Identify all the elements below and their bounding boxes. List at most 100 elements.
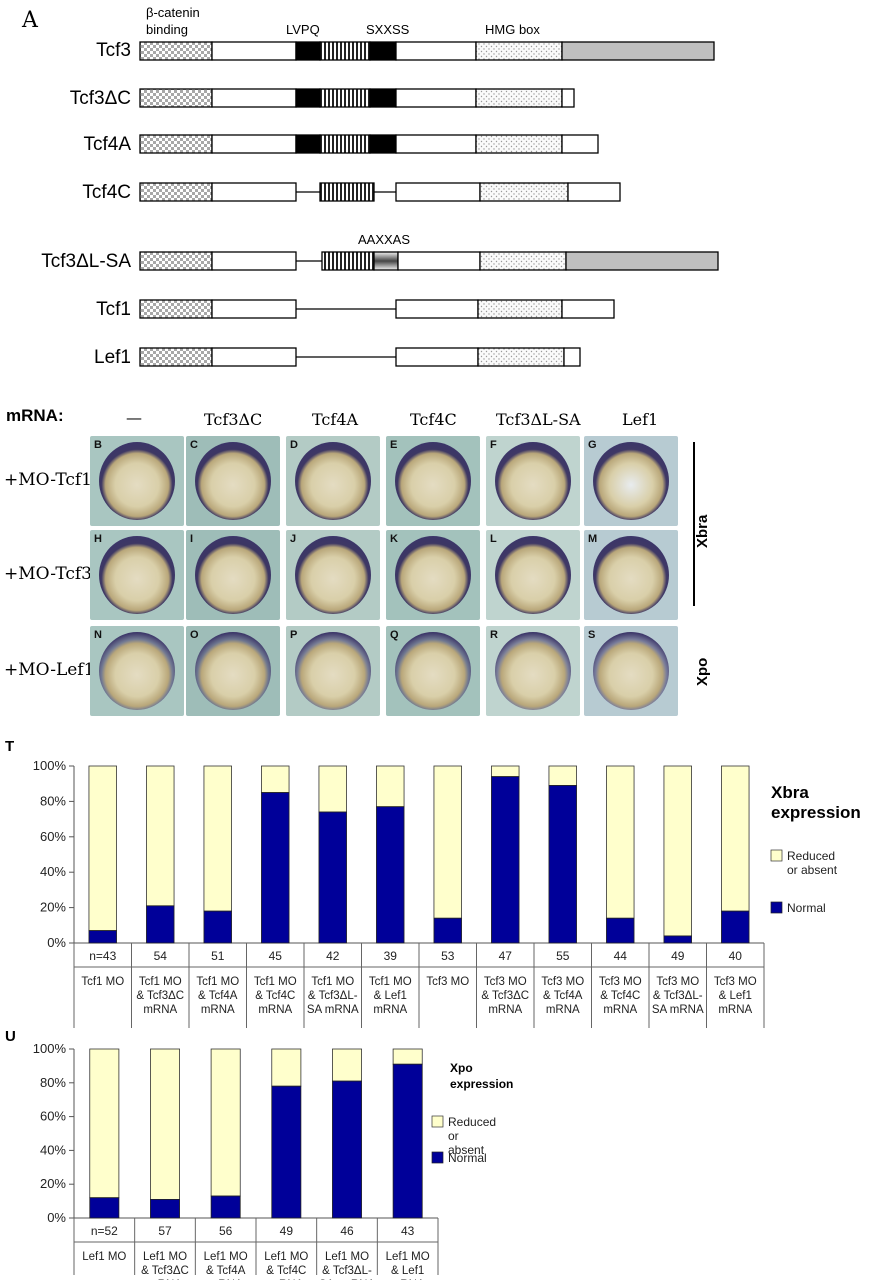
- embryo-image: [593, 632, 669, 710]
- chart-u-category-label: Lef1 MO: [264, 1251, 308, 1263]
- chart-t-ytick-label: 40%: [40, 864, 66, 879]
- chart-u-ytick-label: 0%: [47, 1210, 66, 1225]
- chart-t-xbra: 0% 20% 40% 60% 80% 100% n=43 Tcf1 MO 54 Tcf1 MO & …: [33, 758, 861, 1028]
- embryo-photo-k: K: [386, 530, 480, 620]
- chart-t-title: expression: [771, 803, 861, 822]
- hmg-box-label: HMG box: [485, 22, 540, 37]
- mrna-label: mRNA:: [6, 406, 64, 425]
- chart-u-bar-reduced: [210, 1048, 241, 1197]
- chart-t-bar-reduced: [721, 765, 750, 912]
- chart-t-category-label: SA mRNA: [652, 1004, 704, 1016]
- embryo-panel-letter: R: [490, 629, 498, 641]
- chart-u-category-label: Lef1 MO: [325, 1251, 369, 1263]
- chart-t-category-label: Tcf3 MO: [484, 976, 527, 988]
- construct-name-tcf4c: Tcf4C: [82, 182, 131, 203]
- chart-t-bar-normal: [433, 917, 462, 944]
- chart-t-bar-reduced: [491, 765, 520, 778]
- embryo-image: [99, 632, 175, 710]
- chart-t-ytick-label: 20%: [40, 900, 66, 915]
- construct-name-tcf3dc: Tcf3ΔC: [70, 88, 131, 109]
- sxxss-label: SXXSS: [366, 22, 410, 37]
- chart-t-bar-normal: [663, 935, 692, 944]
- construct-diagram: β-catenin binding LVPQ SXXSS HMG box AAX…: [41, 5, 719, 368]
- chart-t-category-label: mRNA: [258, 1004, 292, 1016]
- chart-t-n-label: 40: [729, 949, 743, 963]
- embryo-photo-s: S: [584, 626, 678, 716]
- chart-t-bar-normal: [88, 930, 117, 944]
- embryo-panel-letter: Q: [390, 629, 399, 641]
- construct-bar-tcf4a: [139, 134, 599, 154]
- row-label-mo-lef1: +MO-Lef1: [4, 660, 95, 680]
- beta-catenin-label-2: binding: [146, 22, 188, 37]
- chart-t-bar-reduced: [663, 765, 692, 937]
- chart-u-ytick-label: 40%: [40, 1142, 66, 1157]
- chart-t-category-label: & Lef1: [719, 990, 752, 1002]
- chart-t-n-label: 53: [441, 949, 455, 963]
- embryo-image: [195, 442, 271, 520]
- chart-t-category-label: mRNA: [373, 1004, 407, 1016]
- embryo-image: [395, 442, 471, 520]
- chart-u-ytick-label: 80%: [40, 1075, 66, 1090]
- column-label-tcf3dc: Tcf3ΔC: [204, 410, 263, 429]
- lvpq-label: LVPQ: [286, 22, 320, 37]
- chart-t-bar-normal: [261, 792, 290, 944]
- chart-t-category-label: Tcf1 MO: [311, 976, 354, 988]
- panel-u-letter: U: [5, 1028, 16, 1045]
- construct-bar-tcf1: [139, 299, 615, 319]
- chart-t-bar-normal: [203, 910, 232, 944]
- chart-u-bar-reduced: [271, 1048, 302, 1087]
- chart-u-legend-swatch-normal: [431, 1151, 444, 1164]
- chart-u-bar-normal: [332, 1080, 362, 1219]
- column-label-tcf3dl-sa: Tcf3ΔL-SA: [496, 410, 581, 429]
- chart-t-category-label: mRNA: [488, 1004, 522, 1016]
- embryo-panel-letter: F: [490, 439, 497, 451]
- chart-t-n-label: 42: [326, 949, 340, 963]
- construct-name-tcf3: Tcf3: [96, 40, 131, 61]
- chart-t-category-label: & Tcf3ΔL-: [308, 990, 358, 1002]
- chart-t-category-label: Tcf1 MO: [369, 976, 412, 988]
- chart-t-n-label: 39: [384, 949, 398, 963]
- chart-t-bar-reduced: [376, 765, 405, 808]
- embryo-image: [495, 632, 571, 710]
- chart-t-bar-reduced: [146, 765, 175, 907]
- chart-t-category-label: Tcf1 MO: [254, 976, 297, 988]
- embryo-image: [195, 536, 271, 614]
- chart-t-legend-label-reduced: or absent: [787, 863, 838, 877]
- construct-bar-tcf3dl-sa: [139, 251, 719, 271]
- chart-t-n-label: 44: [614, 949, 628, 963]
- xpo-marker-label: Xpo: [694, 657, 711, 686]
- chart-t-category-label: & Tcf4A: [198, 990, 238, 1002]
- chart-u-title: expression: [450, 1077, 513, 1091]
- chart-t-category-label: mRNA: [603, 1004, 637, 1016]
- column-label-none: —: [126, 408, 142, 427]
- chart-u-category-label: & Tcf4A: [206, 1265, 246, 1277]
- embryo-panel-letter: P: [290, 629, 298, 641]
- construct-bar-lef1: [139, 347, 581, 367]
- chart-u-category-label: & Tcf4C: [266, 1265, 306, 1277]
- chart-t-category-label: & Tcf4C: [600, 990, 640, 1002]
- embryo-panel-letter: D: [290, 439, 298, 451]
- construct-bar-tcf3: [139, 41, 715, 61]
- chart-u-ytick-label: 60%: [40, 1109, 66, 1124]
- chart-u-legend-label-reduced: or: [448, 1129, 459, 1143]
- chart-t-legend-swatch-reduced: [770, 849, 783, 862]
- embryo-photo-d: D: [286, 436, 380, 526]
- chart-t-bar-reduced: [203, 765, 232, 912]
- chart-t-category-label: mRNA: [546, 1004, 580, 1016]
- chart-u-n-label: 56: [219, 1224, 233, 1238]
- embryo-photo-e: E: [386, 436, 480, 526]
- embryo-photo-m: M: [584, 530, 678, 620]
- chart-t-n-label: 51: [211, 949, 225, 963]
- embryo-photo-i: I: [186, 530, 280, 620]
- chart-u-n-label: 49: [280, 1224, 294, 1238]
- xbra-marker-label: Xbra: [694, 514, 711, 548]
- chart-t-bar-normal: [606, 917, 635, 944]
- chart-u-xpo: 0% 20% 40% 60% 80% 100% n=52 Lef1 MO 57 Lef1 MO & …: [33, 1041, 514, 1280]
- chart-t-legend-label-normal: Normal: [787, 901, 826, 915]
- chart-t-category-label: & Tcf4A: [543, 990, 583, 1002]
- chart-u-bar-reduced: [392, 1048, 423, 1065]
- chart-u-n-label: 57: [158, 1224, 172, 1238]
- embryo-image: [593, 536, 669, 614]
- embryo-photo-q: Q: [386, 626, 480, 716]
- embryo-image: [395, 632, 471, 710]
